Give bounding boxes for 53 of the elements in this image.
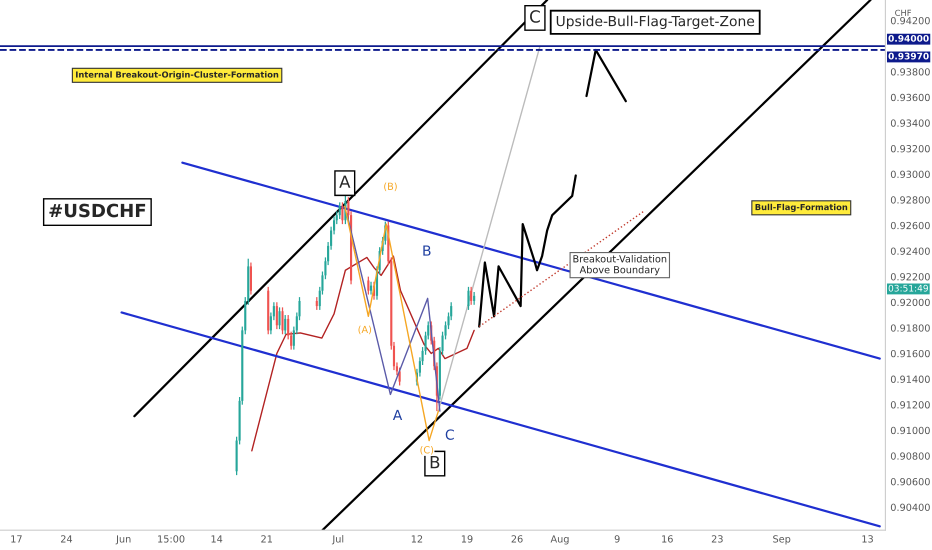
annotation: Breakout-Validation Above Boundary xyxy=(573,254,666,276)
ref-line-label: 0.94000 xyxy=(888,34,929,42)
y-tick-label: 0.93200 xyxy=(890,145,930,152)
x-tick-label: 23 xyxy=(712,535,723,543)
annotation: C xyxy=(446,429,454,440)
x-tick-label: Sep xyxy=(773,535,790,544)
y-axis-title: CHF xyxy=(895,10,912,16)
x-tick-label: 9 xyxy=(614,535,620,543)
y-tick-label: 0.93400 xyxy=(890,119,930,127)
y-tick-label: 0.90400 xyxy=(890,504,930,511)
y-tick-label: 0.92800 xyxy=(890,196,930,204)
y-tick-label: 0.91000 xyxy=(890,426,930,434)
annotation: C xyxy=(530,10,540,23)
y-tick-label: 0.91600 xyxy=(890,350,930,358)
y-tick-label: 0.92400 xyxy=(890,247,930,255)
ref-line-label: 0.93970 xyxy=(888,52,929,60)
annotation: B xyxy=(430,456,440,468)
annotation: Bull-Flag-Formation xyxy=(756,204,848,212)
y-tick-label: 0.90600 xyxy=(890,478,930,486)
annotation: (A) xyxy=(358,326,372,334)
y-tick-label: 0.92200 xyxy=(890,273,930,280)
x-tick-label: 21 xyxy=(261,535,272,542)
x-tick-label: 13 xyxy=(862,535,873,543)
annotation: B xyxy=(423,246,431,256)
x-tick-label: 16 xyxy=(662,535,673,543)
x-tick-label: 12 xyxy=(412,535,422,542)
x-tick-label: Jul xyxy=(332,535,344,544)
y-tick-label: 0.91200 xyxy=(890,401,930,409)
x-tick-label: 19 xyxy=(462,535,472,543)
x-tick-label: Jun xyxy=(116,535,130,544)
annotation: Upside-Bull-Flag-Target-Zone xyxy=(556,16,754,29)
x-tick-label: 15:00 xyxy=(158,535,184,543)
annotation: (C) xyxy=(420,446,434,455)
x-tick-label: 17 xyxy=(11,535,22,542)
annotation: Internal Breakout-Origin-Cluster-Formation xyxy=(76,71,278,80)
annotation: A xyxy=(392,410,402,420)
annotation: (B) xyxy=(384,182,397,192)
y-tick-label: 0.91400 xyxy=(890,376,930,383)
y-tick-label: 0.93000 xyxy=(890,170,930,178)
annotation: #USDCHF xyxy=(49,204,146,218)
y-tick-label: 0.92600 xyxy=(890,222,930,230)
text: 03:51:49 xyxy=(888,284,928,292)
x-tick-label: 26 xyxy=(512,535,523,543)
y-tick-label: 0.91800 xyxy=(890,324,930,332)
annotation: A xyxy=(339,176,350,188)
y-tick-label: 0.94200 xyxy=(890,16,930,24)
x-tick-label: 24 xyxy=(60,535,72,542)
y-tick-label: 0.90800 xyxy=(890,452,930,460)
x-tick-label: Aug xyxy=(550,535,569,544)
y-tick-label: 0.92000 xyxy=(890,298,930,306)
y-tick-label: 0.93800 xyxy=(890,68,930,76)
x-tick-label: 14 xyxy=(212,535,222,542)
y-tick-label: 0.93600 xyxy=(890,94,930,102)
